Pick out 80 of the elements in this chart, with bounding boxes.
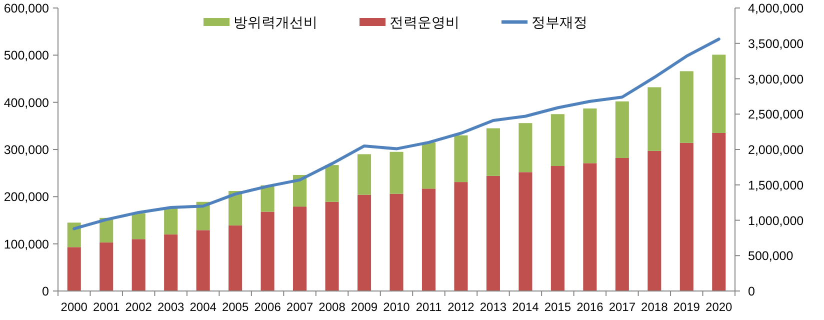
bar <box>390 152 404 194</box>
x-tick-label: 2002 <box>125 300 152 314</box>
y-tick-label: 400,000 <box>4 96 50 110</box>
bar <box>615 101 629 158</box>
y2-tick-label: 4,000,000 <box>748 2 804 16</box>
legend-label: 전력운영비 <box>390 14 460 30</box>
y-tick-label: 200,000 <box>4 190 50 204</box>
x-tick-label: 2003 <box>157 300 185 314</box>
x-tick-label: 2017 <box>608 300 636 314</box>
x-tick-label: 2015 <box>544 300 572 314</box>
bar <box>518 172 532 291</box>
bar <box>422 188 436 291</box>
bar <box>260 185 274 212</box>
bar <box>164 234 178 291</box>
y-tick-label: 600,000 <box>4 2 50 16</box>
line-series <box>72 38 720 230</box>
bar <box>132 213 146 240</box>
x-tick-label: 2005 <box>222 300 249 314</box>
legend-label: 방위력개선비 <box>234 14 318 30</box>
bar <box>680 71 694 143</box>
bar <box>583 108 597 164</box>
x-tick-label: 2012 <box>448 300 475 314</box>
y2-tick-label: 1,500,000 <box>748 178 804 192</box>
bar <box>228 225 242 291</box>
bar <box>132 239 146 291</box>
x-tick-label: 2009 <box>350 300 378 314</box>
bar <box>648 150 662 291</box>
bar <box>293 206 307 291</box>
bar <box>196 230 210 291</box>
x-tick-label: 2007 <box>286 300 314 314</box>
bar <box>518 123 532 172</box>
bar <box>454 135 468 182</box>
bar <box>260 212 274 291</box>
y2-tick-label: 3,000,000 <box>748 72 804 86</box>
bar <box>422 142 436 189</box>
x-tick-label: 2014 <box>512 300 540 314</box>
y-tick-label: 100,000 <box>4 237 50 252</box>
bar <box>357 154 372 195</box>
bar <box>325 165 339 202</box>
legend-label: 정부재정 <box>532 14 588 30</box>
bar <box>550 166 564 291</box>
bar <box>712 132 726 291</box>
bar <box>486 128 500 176</box>
bar <box>712 54 726 133</box>
bar <box>228 191 242 226</box>
x-tick-label: 2008 <box>318 300 346 314</box>
bar <box>390 194 404 291</box>
bar <box>357 194 372 291</box>
y2-tick-label: 3,500,000 <box>748 36 804 51</box>
bar <box>325 202 339 291</box>
bar <box>100 242 114 291</box>
bar <box>648 87 662 151</box>
x-tick-label: 2020 <box>706 300 733 314</box>
bar <box>164 208 178 234</box>
bar <box>454 182 468 291</box>
bar <box>67 222 81 248</box>
bar <box>550 114 564 166</box>
bar <box>680 142 694 291</box>
bar <box>67 247 81 291</box>
y-tick-label: 300,000 <box>4 143 50 157</box>
x-tick-label: 2018 <box>641 300 668 314</box>
x-tick-label: 2006 <box>254 300 282 314</box>
y2-tick-label: 2,500,000 <box>748 108 804 122</box>
x-tick-label: 2001 <box>93 300 120 314</box>
x-tick-label: 2019 <box>673 300 700 314</box>
x-tick-label: 2004 <box>190 300 217 314</box>
bar <box>583 163 597 291</box>
y-tick-label: 500,000 <box>4 48 50 63</box>
y2-tick-label: 500,000 <box>748 249 794 264</box>
y2-tick-label: 1,000,000 <box>748 214 804 228</box>
x-tick-label: 2000 <box>60 300 88 314</box>
y-tick-label: 0 <box>42 284 50 298</box>
x-tick-label: 2013 <box>480 300 507 314</box>
y2-tick-label: 0 <box>748 284 755 298</box>
x-tick-label: 2011 <box>416 300 442 314</box>
x-tick-label: 2010 <box>383 300 410 314</box>
y2-tick-label: 2,000,000 <box>748 143 804 157</box>
x-tick-label: 2016 <box>576 300 604 314</box>
bar <box>615 158 629 291</box>
bar <box>486 176 500 291</box>
